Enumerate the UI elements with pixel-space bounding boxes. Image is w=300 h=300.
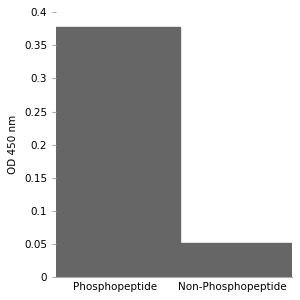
Y-axis label: OD 450 nm: OD 450 nm xyxy=(8,115,18,174)
Bar xyxy=(168,243,298,277)
Bar xyxy=(50,27,180,277)
